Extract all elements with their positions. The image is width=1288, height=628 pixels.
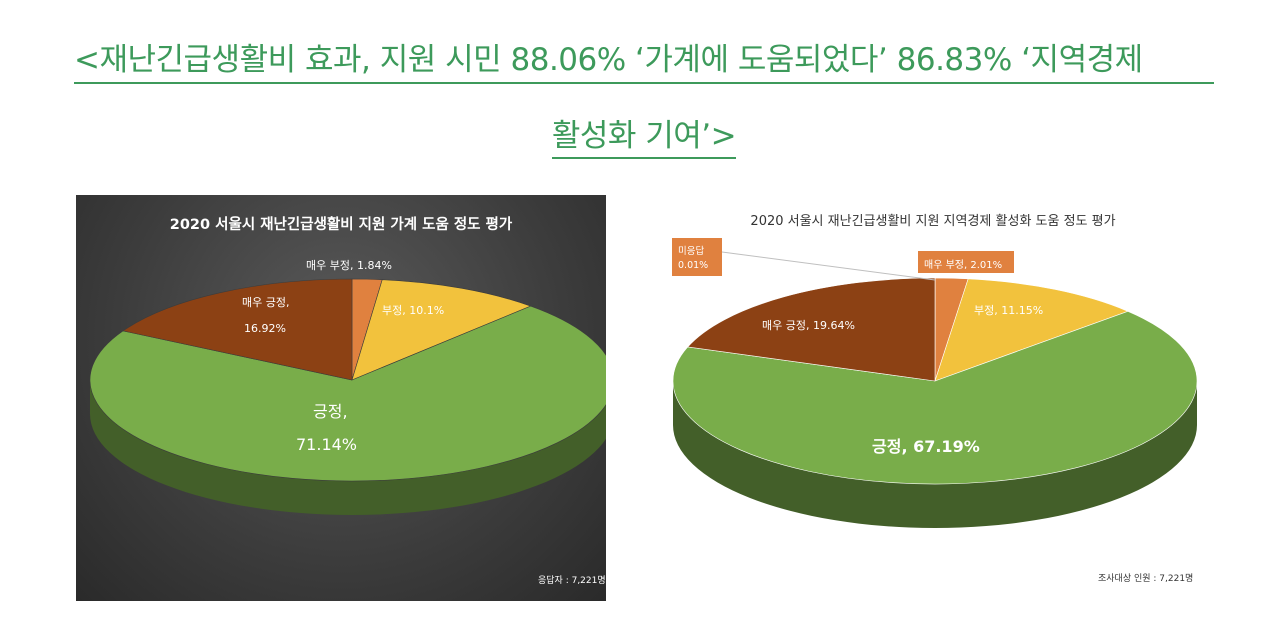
data-label-positive: 긍정, 67.19% <box>872 437 980 456</box>
slice-very-positive <box>687 277 936 382</box>
headline-line-2: 활성화 기여’> <box>0 110 1288 159</box>
data-label-no-answer-name: 미응답 <box>678 246 705 257</box>
data-label-positive-name: 긍정, <box>313 402 348 421</box>
data-label-positive-value: 71.14% <box>296 435 358 454</box>
slice-negative <box>351 279 532 381</box>
data-label-very-positive-name: 매우 긍정, <box>242 296 290 309</box>
respondent-note: 응답자 : 7,221명 <box>538 576 606 586</box>
data-label-very-negative: 매우 부정, 1.84% <box>306 259 392 272</box>
pie-chart-household <box>89 278 606 515</box>
slice-negative <box>934 278 1129 382</box>
data-label-negative: 부정, 10.1% <box>382 304 445 317</box>
slice-positive-side <box>673 381 1197 528</box>
chart-local-economy: 2020 서울시 재난긴급생활비 지원 지역경제 활성화 도움 정도 평가 미응… <box>666 195 1200 601</box>
no-answer-leader-line <box>721 251 936 281</box>
chart-title: 2020 서울시 재난긴급생활비 지원 가계 도움 정도 평가 <box>169 217 513 233</box>
very-negative-label-box <box>918 251 1014 273</box>
data-label-no-answer-value: 0.01% <box>678 260 709 271</box>
headline-line-1: <재난긴급생활비 효과, 지원 시민 88.06% ‘가계에 도움되었다’ 86… <box>0 34 1288 84</box>
chart-title: 2020 서울시 재난긴급생활비 지원 지역경제 활성화 도움 정도 평가 <box>750 214 1116 229</box>
data-label-very-negative: 매우 부정, 2.01% <box>924 260 1003 271</box>
slice-positive-side <box>90 380 606 515</box>
data-label-very-positive: 매우 긍정, 19.64% <box>762 319 855 332</box>
slice-positive <box>89 305 606 482</box>
pie-side-walls <box>673 381 1197 528</box>
slice-positive <box>672 310 1198 485</box>
slice-very-positive <box>122 278 353 381</box>
pie-slices <box>89 278 606 482</box>
pie-slices <box>672 277 1198 485</box>
survey-note: 조사대상 인원 : 7,221명 <box>1098 574 1194 584</box>
data-label-very-positive-value: 16.92% <box>244 322 286 335</box>
data-label-negative: 부정, 11.15% <box>974 304 1044 317</box>
no-answer-label-box <box>672 238 722 276</box>
pie-chart-local-economy <box>672 238 1198 528</box>
label-boxes <box>672 238 1014 281</box>
pie-side-walls <box>90 380 606 515</box>
chart-household-help: 2020 서울시 재난긴급생활비 지원 가계 도움 정도 평가 매우 부정, 1… <box>76 195 606 601</box>
